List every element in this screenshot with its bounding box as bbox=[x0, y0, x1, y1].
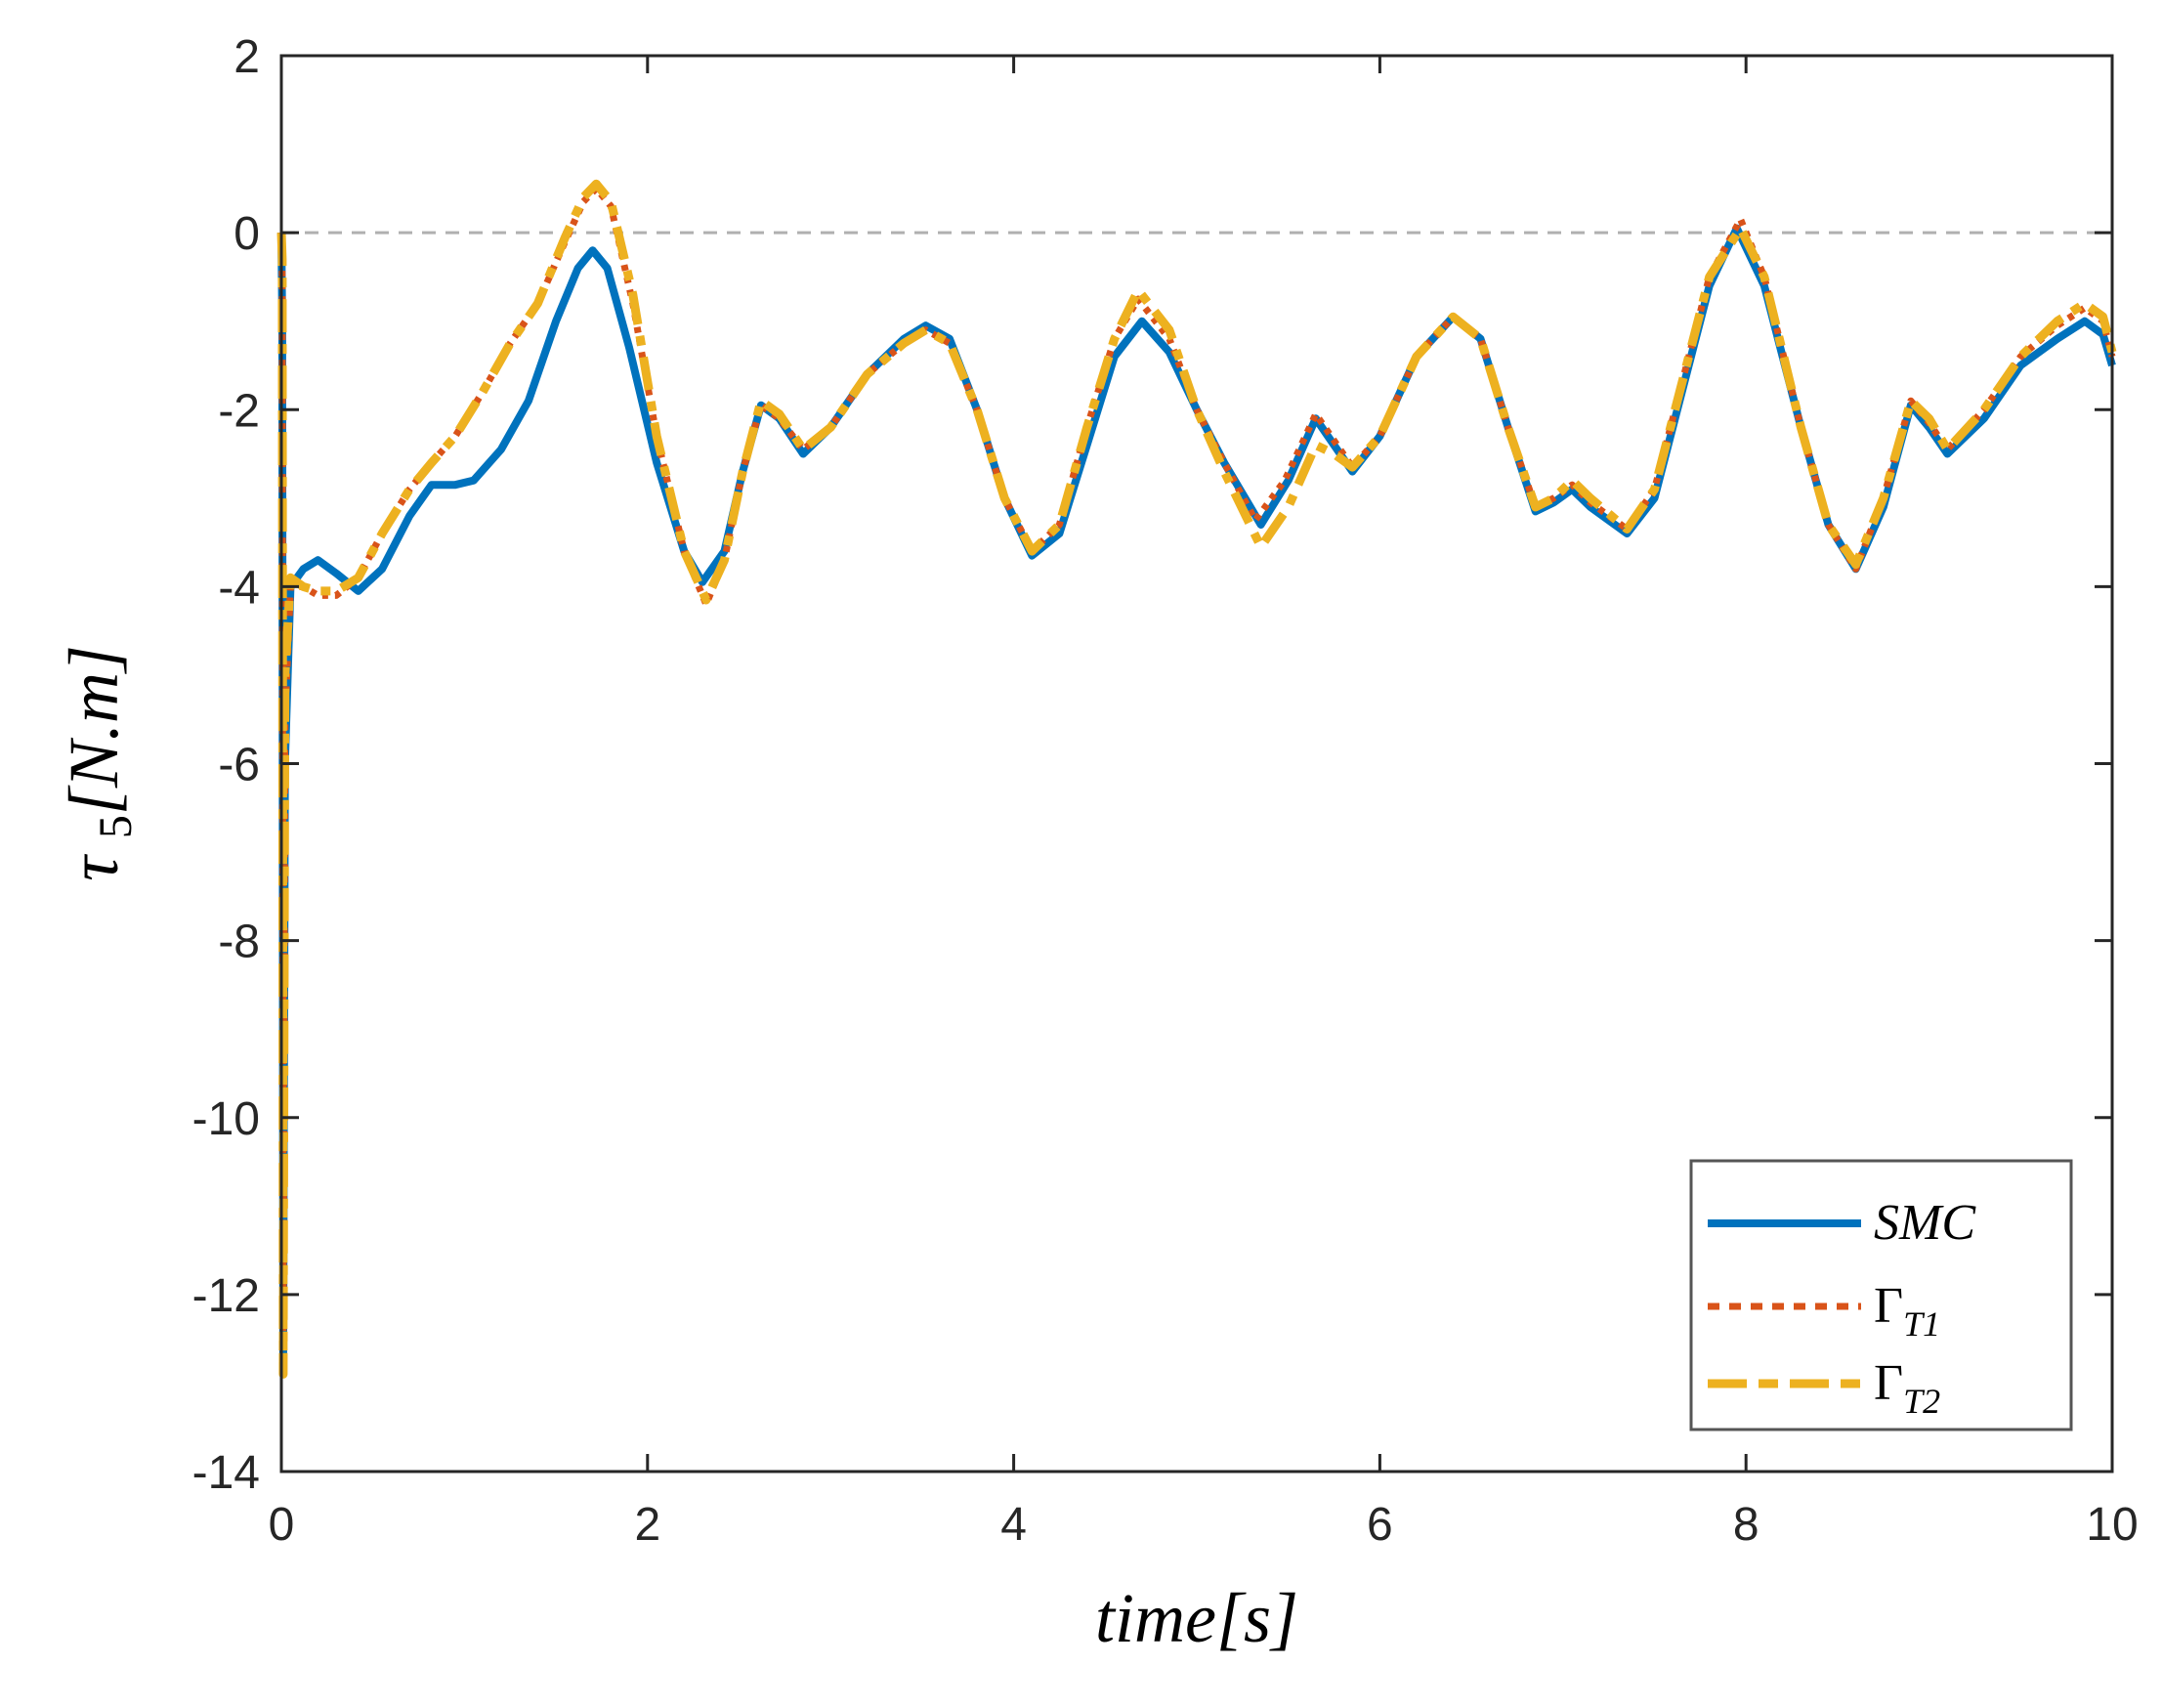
x-tick-label: 6 bbox=[1367, 1499, 1393, 1551]
y-axis-label-subscript: 5 bbox=[90, 815, 142, 838]
x-tick-label: 10 bbox=[2086, 1499, 2138, 1551]
y-tick-label: 0 bbox=[233, 208, 260, 260]
y-tick-label: -6 bbox=[218, 740, 260, 791]
x-tick-label: 8 bbox=[1733, 1499, 1759, 1551]
series-layer bbox=[276, 179, 2117, 1379]
legend-label: SMC bbox=[1874, 1195, 1976, 1251]
legend-box bbox=[1689, 1159, 2073, 1431]
y-tick-label: -8 bbox=[218, 917, 260, 968]
y-axis-label: τ 5[N.m] bbox=[55, 645, 142, 881]
y-axis-label-text: τ bbox=[55, 854, 133, 881]
y-tick-label: 2 bbox=[233, 31, 260, 83]
x-tick-label: 0 bbox=[269, 1499, 295, 1551]
y-tick-label: -14 bbox=[192, 1447, 260, 1499]
svg-text:τ 5[N.m]: τ 5[N.m] bbox=[55, 645, 142, 881]
y-tick-label: -10 bbox=[192, 1093, 260, 1145]
ticks bbox=[279, 54, 2114, 1473]
x-axis-label: time[s] bbox=[1095, 1579, 1298, 1657]
legend-label: ΓT1 bbox=[1874, 1278, 1940, 1344]
legend: SMC ΓT1 ΓT2 bbox=[1689, 1159, 2073, 1431]
x-tick-labels: 0 2 4 6 8 10 bbox=[269, 1499, 2139, 1551]
series-line-gamma-t2 bbox=[276, 179, 2117, 1379]
x-tick-label: 2 bbox=[634, 1499, 660, 1551]
y-tick-label: -2 bbox=[218, 385, 260, 437]
y-tick-label: -12 bbox=[192, 1270, 260, 1322]
x-tick-label: 4 bbox=[1000, 1499, 1027, 1551]
legend-entry-smc: SMC bbox=[1708, 1195, 1976, 1251]
legend-entry-gamma-t1: ΓT1 bbox=[1708, 1278, 1940, 1344]
legend-label: ΓT2 bbox=[1874, 1355, 1940, 1421]
y-tick-label: -4 bbox=[218, 562, 260, 614]
y-tick-labels: 2 0 -2 -4 -6 -8 -10 -12 -14 bbox=[192, 31, 260, 1499]
y-axis-label-unit: [N.m] bbox=[55, 645, 133, 815]
legend-entry-gamma-t2: ΓT2 bbox=[1708, 1355, 1940, 1421]
